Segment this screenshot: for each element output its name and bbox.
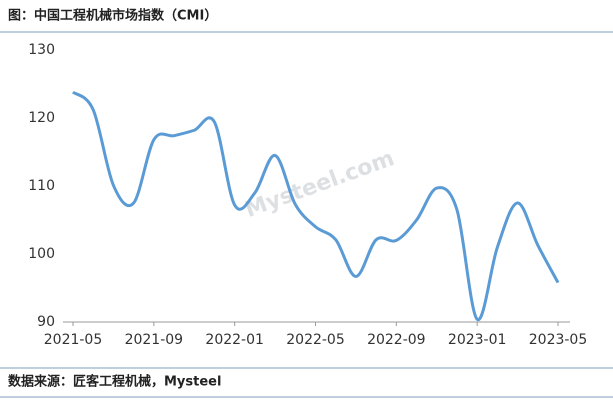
x-tick-label: 2021-05 [44, 332, 103, 348]
x-tick-label: 2023-01 [448, 332, 507, 348]
x-tick-label: 2022-01 [205, 332, 264, 348]
chart-title: 图：中国工程机械市场指数（CMI） [8, 8, 217, 24]
y-tick-label: 90 [37, 314, 55, 330]
x-tick-label: 2022-09 [367, 332, 426, 348]
source-note: 数据来源：匠客工程机械，Mysteel [8, 374, 221, 390]
data-line [72, 90, 560, 321]
x-tick-label: 2022-05 [286, 332, 345, 348]
y-tick-label: 120 [28, 110, 55, 126]
y-tick-label: 110 [28, 178, 55, 194]
x-tick-label: 2023-05 [529, 332, 588, 348]
x-tick-label: 2021-09 [125, 332, 184, 348]
watermark: Mysteel.com [242, 146, 398, 223]
y-tick-label: 100 [28, 246, 55, 262]
y-tick-label: 130 [28, 42, 55, 58]
